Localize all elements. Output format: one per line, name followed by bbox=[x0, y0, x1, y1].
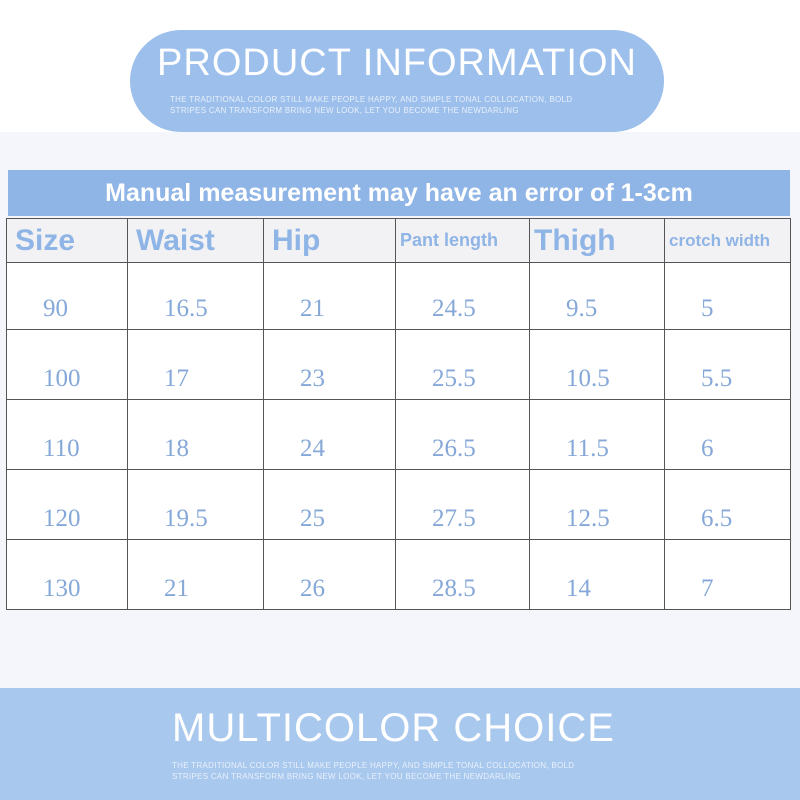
subtitle-line: STRIPES CAN TRANSFORM BRING NEW LOOK, LE… bbox=[170, 106, 519, 115]
table-cell: 18 bbox=[127, 399, 264, 470]
column-header: Waist bbox=[127, 218, 264, 263]
table-cell: 7 bbox=[664, 539, 791, 610]
table-cell: 10.5 bbox=[529, 329, 665, 400]
table-row: 100 17 23 25.5 10.5 5.5 bbox=[6, 329, 791, 400]
header-subtitle: THE TRADITIONAL COLOR STILL MAKE PEOPLE … bbox=[170, 94, 630, 116]
table-cell: 16.5 bbox=[127, 262, 264, 330]
column-header: Pant length bbox=[395, 218, 530, 263]
table-cell: 5 bbox=[664, 262, 791, 330]
table-cell: 19.5 bbox=[127, 469, 264, 540]
table-cell: 12.5 bbox=[529, 469, 665, 540]
table-cell: 14 bbox=[529, 539, 665, 610]
table-cell: 26.5 bbox=[395, 399, 530, 470]
note-banner: Manual measurement may have an error of … bbox=[8, 170, 790, 216]
table-cell: 21 bbox=[263, 262, 396, 330]
table-cell: 23 bbox=[263, 329, 396, 400]
table-cell: 120 bbox=[6, 469, 128, 540]
footer-band bbox=[0, 688, 800, 800]
table-row: 90 16.5 21 24.5 9.5 5 bbox=[6, 262, 791, 330]
table-cell: 90 bbox=[6, 262, 128, 330]
table-cell: 11.5 bbox=[529, 399, 665, 470]
table-cell: 100 bbox=[6, 329, 128, 400]
table-cell: 6 bbox=[664, 399, 791, 470]
table-cell: 17 bbox=[127, 329, 264, 400]
table-cell: 9.5 bbox=[529, 262, 665, 330]
subtitle-line: THE TRADITIONAL COLOR STILL MAKE PEOPLE … bbox=[172, 761, 575, 770]
column-header: Size bbox=[6, 218, 128, 263]
header-pill bbox=[130, 30, 664, 132]
footer-subtitle: THE TRADITIONAL COLOR STILL MAKE PEOPLE … bbox=[172, 760, 632, 782]
table-cell: 26 bbox=[263, 539, 396, 610]
table-row: 130 21 26 28.5 14 7 bbox=[6, 539, 791, 610]
column-header: Hip bbox=[263, 218, 396, 263]
footer-title: MULTICOLOR CHOICE bbox=[172, 706, 615, 750]
subtitle-line: STRIPES CAN TRANSFORM BRING NEW LOOK, LE… bbox=[172, 772, 521, 781]
table-row: 110 18 24 26.5 11.5 6 bbox=[6, 399, 791, 470]
table-cell: 5.5 bbox=[664, 329, 791, 400]
table-cell: 110 bbox=[6, 399, 128, 470]
table-cell: 27.5 bbox=[395, 469, 530, 540]
table-cell: 6.5 bbox=[664, 469, 791, 540]
table-cell: 25.5 bbox=[395, 329, 530, 400]
table-cell: 21 bbox=[127, 539, 264, 610]
column-header: crotch width bbox=[664, 218, 791, 263]
table-cell: 25 bbox=[263, 469, 396, 540]
table-row: 120 19.5 25 27.5 12.5 6.5 bbox=[6, 469, 791, 540]
header-title: PRODUCT INFORMATION bbox=[157, 42, 637, 84]
header-row: Size Waist Hip Pant length Thigh crotch width bbox=[6, 218, 791, 263]
column-header: Thigh bbox=[529, 218, 665, 263]
subtitle-line: THE TRADITIONAL COLOR STILL MAKE PEOPLE … bbox=[170, 95, 573, 104]
table-cell: 130 bbox=[6, 539, 128, 610]
size-table: Size Waist Hip Pant length Thigh crotch width… bbox=[6, 218, 791, 610]
table-cell: 24.5 bbox=[395, 262, 530, 330]
table-cell: 24 bbox=[263, 399, 396, 470]
table-cell: 28.5 bbox=[395, 539, 530, 610]
